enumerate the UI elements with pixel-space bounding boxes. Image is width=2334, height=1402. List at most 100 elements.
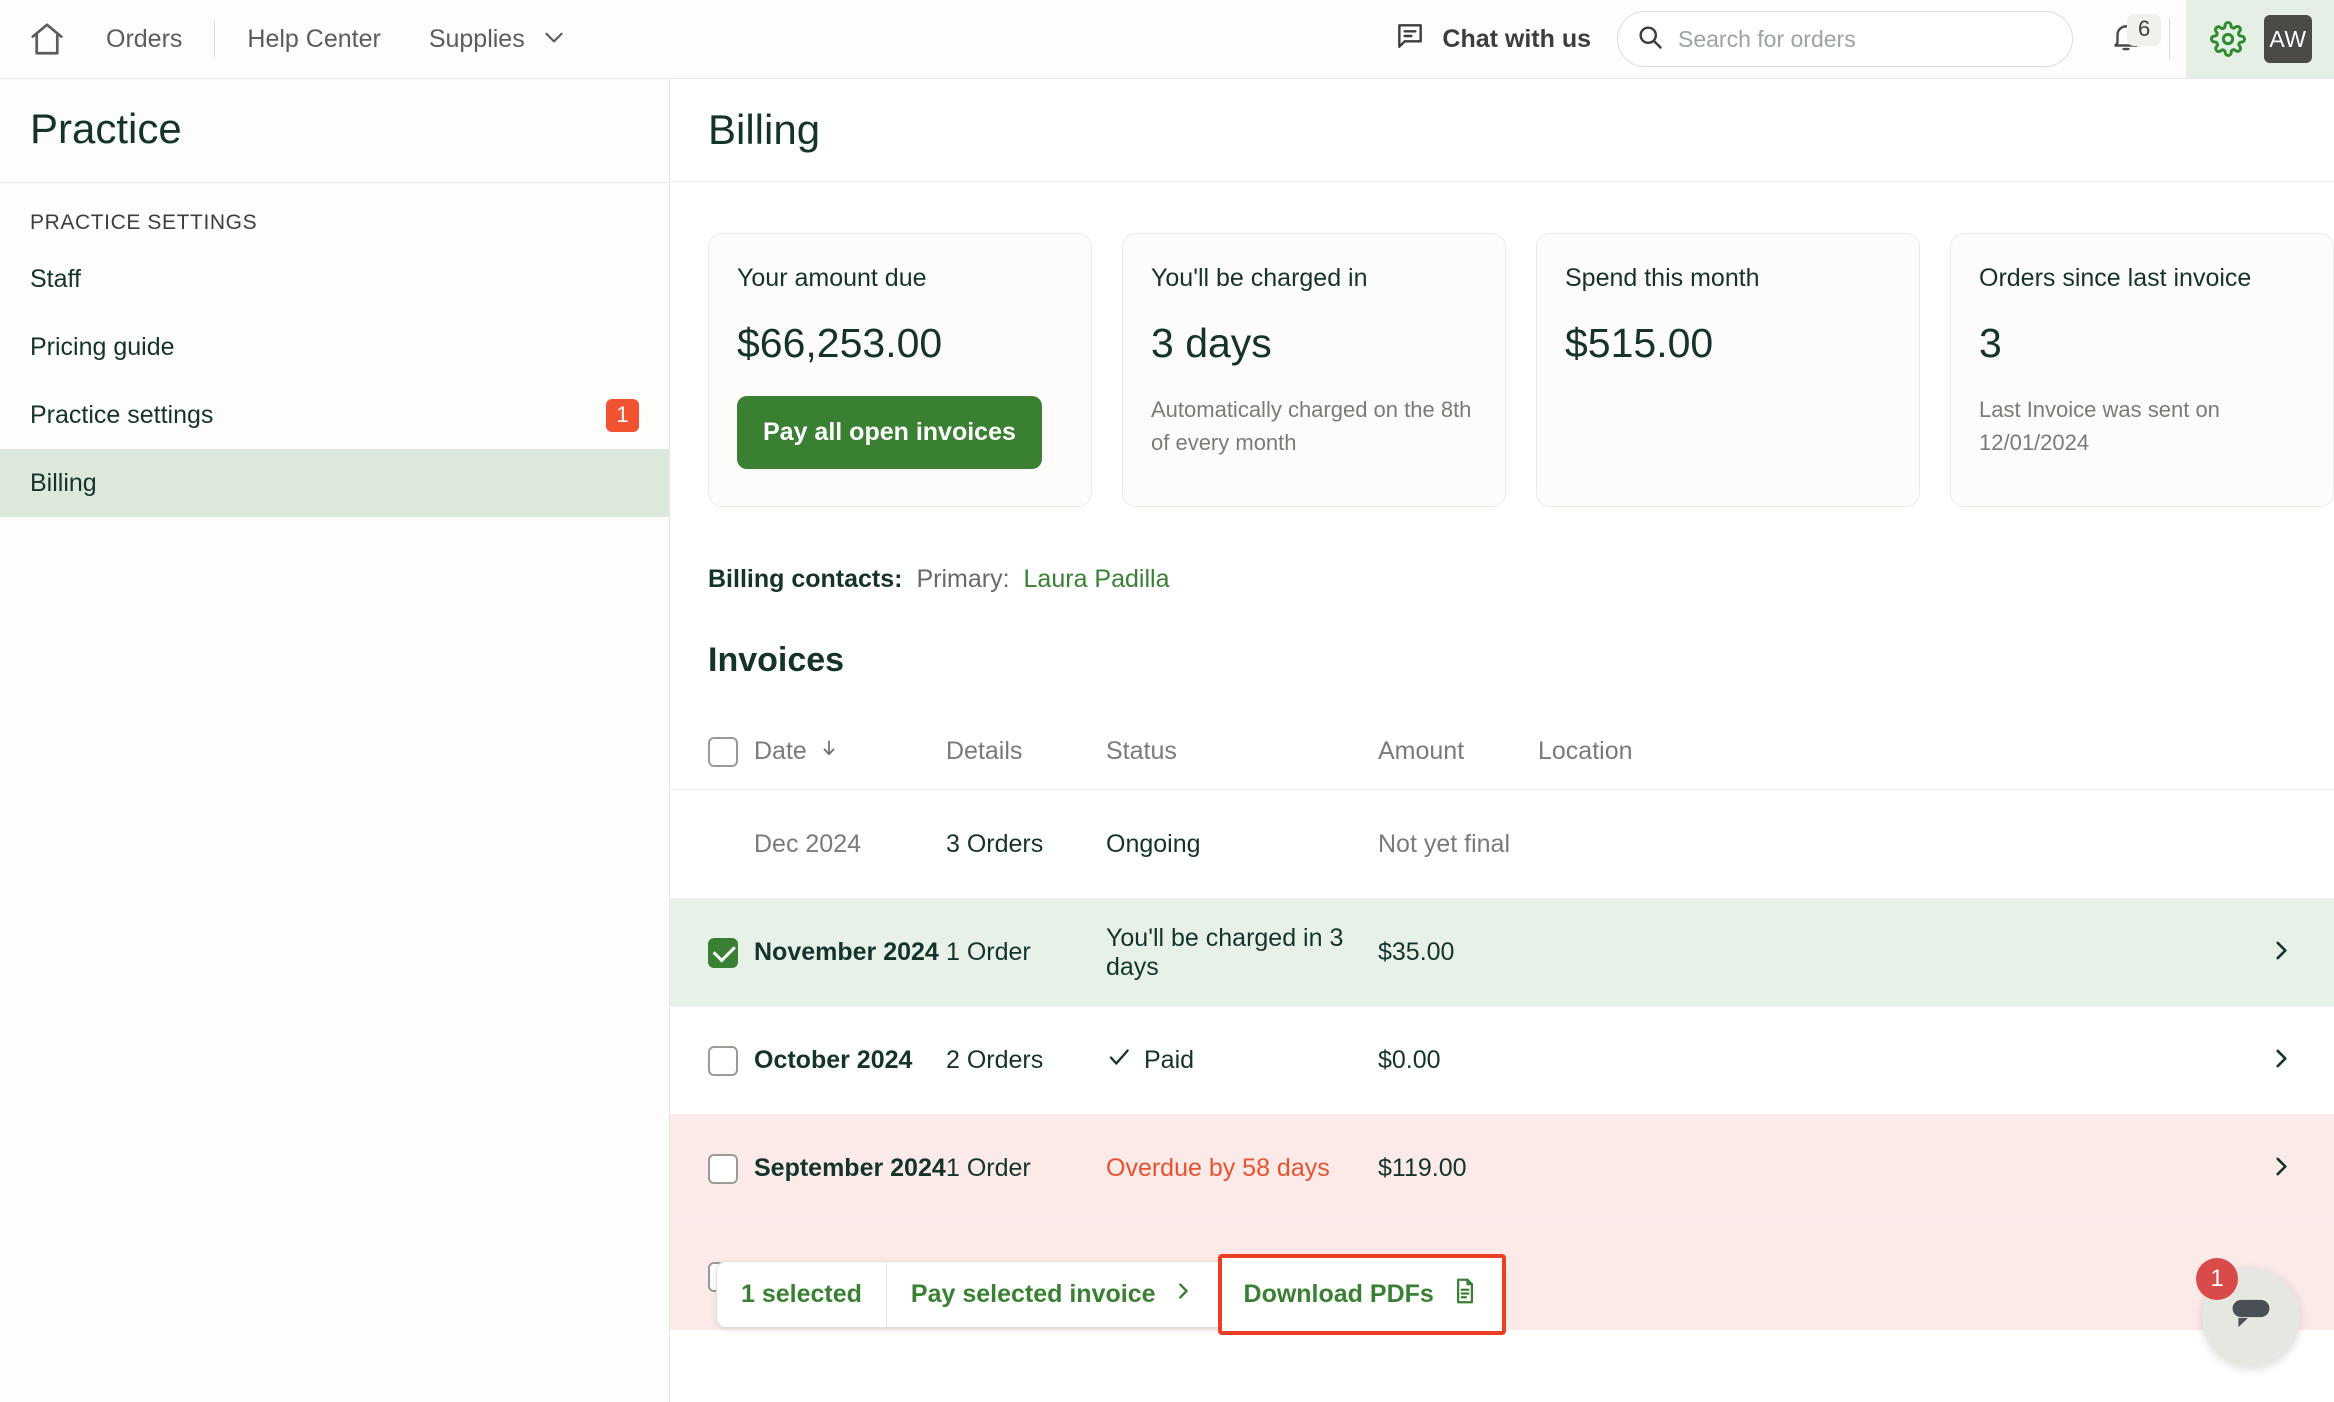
card-charged-in: You'll be charged in 3 days Automaticall… [1122,233,1506,507]
selected-count-label: 1 selected [741,1280,862,1308]
sidebar-item-label: Pricing guide [30,332,175,361]
page-title: Billing [708,106,821,153]
nav-divider [214,20,216,58]
cell-status: Paid [1106,1044,1378,1077]
cell-amount: $35.00 [1378,938,1455,966]
status-badge: 1 [606,398,639,432]
cell-details: 1 Order [946,1154,1031,1182]
billing-contacts-primary-label: Primary: [916,565,1010,593]
column-header-date[interactable]: Date [754,737,946,766]
card-title: You'll be charged in [1151,264,1368,292]
cell-date: November 2024 [754,938,939,966]
cell-status: You'll be charged in 3 days [1106,923,1344,981]
column-header-details[interactable]: Details [946,737,1023,765]
card-value: $515.00 [1565,320,1714,366]
notifications-button[interactable]: 6 [2099,12,2162,66]
chat-unread-badge: 1 [2196,1258,2238,1300]
column-header-date-label: Date [754,737,807,765]
chat-with-us-button[interactable]: Chat with us [1394,20,1591,59]
row-checkbox-cell [708,937,754,968]
table-row[interactable]: September 2024 1 Order Overdue by 58 day… [670,1114,2334,1222]
card-title: Spend this month [1565,264,1760,292]
column-header-status[interactable]: Status [1106,737,1177,765]
download-pdfs-button[interactable]: Download PDFs [1217,1254,1506,1335]
home-icon[interactable] [14,6,80,72]
sidebar-item-billing[interactable]: Billing [0,449,669,517]
cell-status-label: Paid [1144,1046,1195,1074]
sidebar-item-label: Staff [30,264,81,293]
table-header-row: Date Details Status Amount Location [670,714,2334,790]
card-title: Orders since last invoice [1979,264,2252,292]
cell-details: 3 Orders [946,829,1044,858]
row-checkbox[interactable] [708,1153,738,1184]
sidebar-item-label: Billing [30,468,97,497]
cell-status: Ongoing [1106,829,1201,858]
download-pdfs-label: Download PDFs [1243,1280,1434,1308]
cell-status: Overdue by 58 days [1106,1154,1330,1182]
row-checkbox[interactable] [708,937,738,968]
nav-supplies-label: Supplies [428,24,525,53]
chevron-right-icon [1172,1280,1194,1309]
table-row[interactable]: November 2024 1 Order You'll be charged … [670,898,2334,1006]
invoices-heading: Invoices [708,641,845,679]
gear-icon[interactable] [2210,21,2246,57]
nav-help-center[interactable]: Help Center [247,24,381,53]
cell-date: Dec 2024 [754,829,862,858]
card-subtext: Last Invoice was sent on 12/01/2024 [1979,397,2220,455]
document-icon [1450,1276,1480,1313]
chevron-right-icon[interactable] [2268,1045,2294,1076]
sidebar-divider [0,182,669,183]
select-all-cell [708,736,754,767]
column-header-location[interactable]: Location [1538,737,1633,765]
table-row[interactable]: October 2024 2 Orders Paid $0.00 [670,1006,2334,1114]
table-row[interactable]: Dec 2024 3 Orders Ongoing Not yet final [670,790,2334,898]
summary-cards: Your amount due $66,253.00 Pay all open … [670,182,2334,507]
sidebar-item-label: Practice settings [30,400,214,429]
pay-selected-invoice-button[interactable]: Pay selected invoice [887,1262,1218,1327]
billing-contacts: Billing contacts: Primary: Laura Padilla [670,507,2334,594]
select-all-checkbox[interactable] [708,736,738,767]
sidebar-title: Practice [30,105,182,152]
main-content: Billing Your amount due $66,253.00 Pay a… [670,79,2334,1402]
selection-action-toolbar: 1 selected Pay selected invoice Download… [716,1254,1506,1335]
cell-details: 1 Order [946,938,1031,966]
card-value: 3 days [1151,320,1272,366]
nav-orders[interactable]: Orders [106,24,183,53]
sidebar-item-staff[interactable]: Staff [0,245,669,313]
cell-date: September 2024 [754,1154,946,1182]
toolbar-divider [885,1262,887,1327]
chevron-down-icon [541,24,567,55]
chevron-right-icon[interactable] [2268,937,2294,968]
row-checkbox-cell [708,1153,754,1184]
invoices-table: Date Details Status Amount Location Dec … [670,714,2334,1330]
column-header-amount[interactable]: Amount [1378,737,1465,765]
sidebar: Practice PRACTICE SETTINGS Staff Pricing… [0,79,670,1402]
search-input[interactable] [1678,25,2054,53]
avatar[interactable]: AW [2264,15,2312,63]
sidebar-item-practice-settings[interactable]: Practice settings 1 [0,381,669,449]
pay-all-open-invoices-button[interactable]: Pay all open invoices [737,396,1042,469]
account-controls-group: AW [2186,0,2334,78]
chat-widget-button[interactable]: 1 [2196,1258,2300,1366]
card-spend-this-month: Spend this month $515.00 [1536,233,1920,507]
row-checkbox[interactable] [708,1045,738,1076]
card-title: Your amount due [737,264,927,292]
notification-count-badge: 6 [2127,14,2162,46]
billing-contact-primary-name-link[interactable]: Laura Padilla [1023,565,1170,593]
cell-details: 2 Orders [946,1046,1044,1074]
arrow-down-icon [819,737,839,766]
page-header: Billing [670,79,2334,182]
chevron-right-icon[interactable] [2268,1153,2294,1184]
card-subtext: Automatically charged on the 8th of ever… [1151,397,1472,455]
chat-with-us-label: Chat with us [1442,24,1591,53]
cell-amount: Not yet final [1378,829,1511,858]
top-navigation-bar: Orders Help Center Supplies Chat with us [0,0,2334,79]
search-bar[interactable] [1617,11,2073,67]
header-divider [2169,18,2170,60]
pay-selected-invoice-label: Pay selected invoice [910,1280,1156,1308]
sidebar-section-label: PRACTICE SETTINGS [30,211,258,234]
sidebar-item-pricing-guide[interactable]: Pricing guide [0,313,669,381]
nav-supplies[interactable]: Supplies [407,24,589,55]
billing-contacts-label: Billing contacts: [708,565,903,593]
cell-amount: $119.00 [1378,1154,1467,1182]
